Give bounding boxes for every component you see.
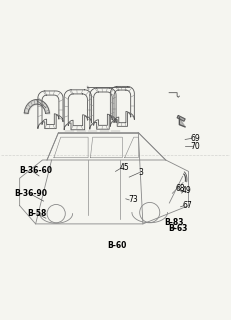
Text: 73: 73 [128,196,138,204]
Text: B-63: B-63 [168,224,187,233]
Text: 70: 70 [191,142,201,151]
Text: 68: 68 [176,184,185,193]
Text: B-83: B-83 [164,218,184,227]
Polygon shape [177,116,185,121]
Text: B-36-60: B-36-60 [20,166,53,175]
Polygon shape [179,118,185,127]
Text: 69: 69 [191,134,201,143]
Text: 3: 3 [138,168,143,177]
Text: B-60: B-60 [107,241,127,250]
Text: 49: 49 [182,186,191,195]
Text: B-36-90: B-36-90 [14,188,47,197]
Text: 45: 45 [120,164,130,172]
Text: 67: 67 [183,201,193,210]
Text: B-58: B-58 [28,209,47,218]
